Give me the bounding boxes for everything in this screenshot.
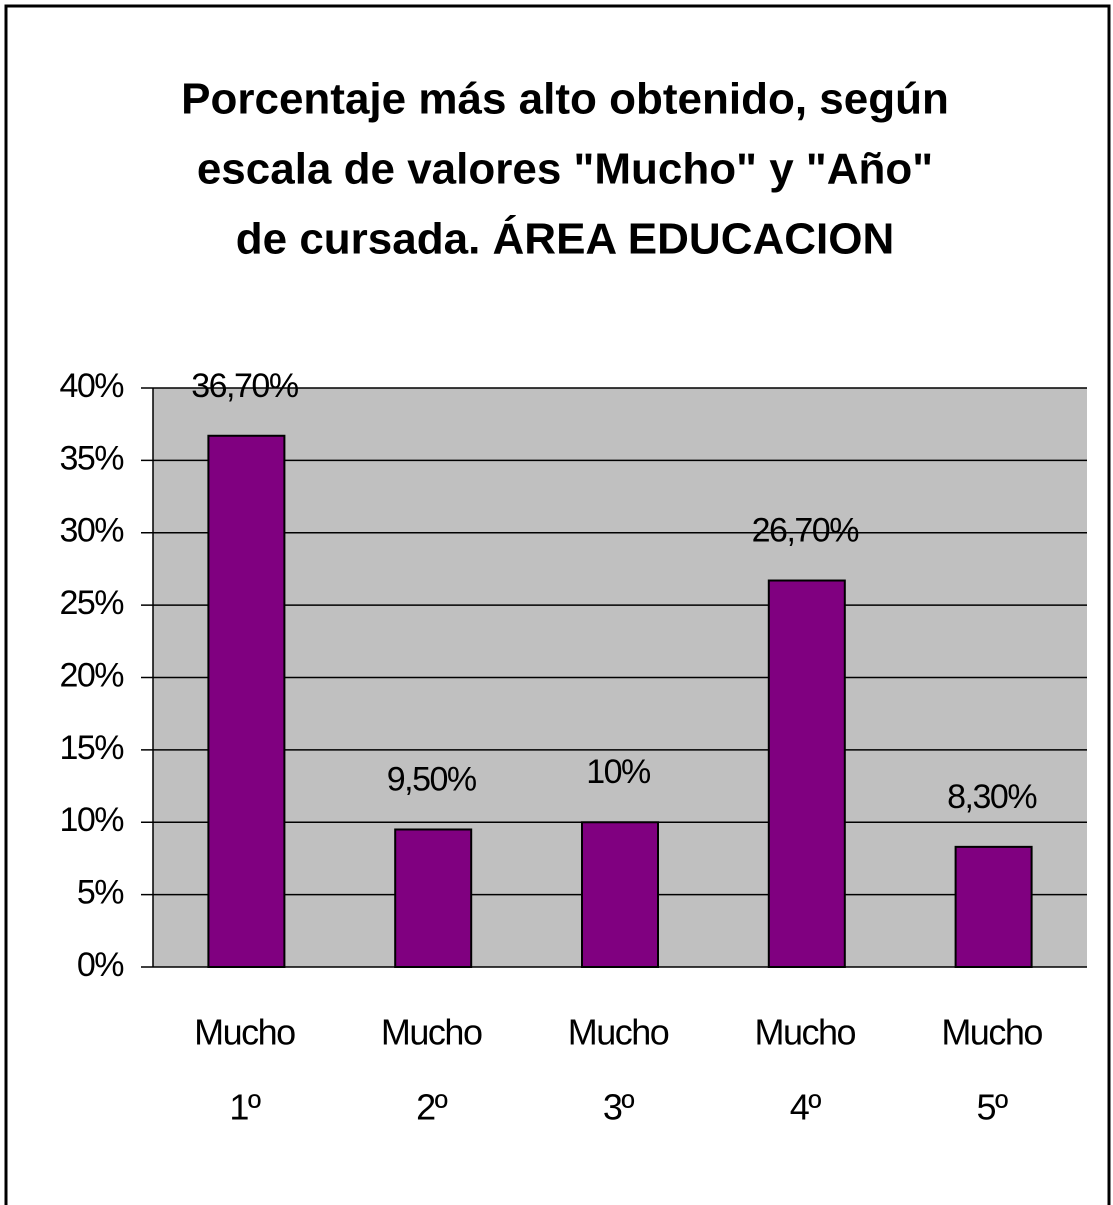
value-label: 8,30% (947, 778, 1037, 816)
y-tick-label: 10% (59, 801, 124, 839)
x-tick-label: 2º (416, 1087, 448, 1128)
x-tick-label: 1º (229, 1087, 261, 1128)
value-label: 9,50% (387, 760, 477, 798)
x-tick-label: Mucho (568, 1012, 669, 1053)
x-tick-label: Mucho (381, 1012, 482, 1053)
y-tick-label: 40% (59, 367, 124, 405)
y-tick-label: 25% (59, 584, 124, 622)
x-tick-label: Mucho (755, 1012, 856, 1053)
x-tick-label: Mucho (194, 1012, 295, 1053)
bar (207, 434, 286, 968)
chart-title: escala de valores "Mucho" y "Año" (197, 145, 933, 194)
value-label: 36,70% (191, 367, 299, 405)
y-tick-label: 20% (59, 656, 124, 694)
value-label: 26,70% (752, 512, 860, 550)
x-tick-label: Mucho (941, 1012, 1042, 1053)
y-tick-label: 5% (77, 874, 124, 912)
x-tick-label: 4º (790, 1087, 822, 1128)
y-tick-label: 30% (59, 512, 124, 550)
chart-title: de cursada. ÁREA EDUCACION (236, 214, 895, 264)
chart-frame (4, 4, 1111, 1205)
bar (581, 821, 659, 968)
bar (954, 845, 1033, 968)
bar (394, 828, 473, 968)
y-tick-label: 0% (77, 946, 124, 984)
x-tick-label: 5º (977, 1087, 1009, 1128)
y-tick-label: 15% (59, 729, 124, 767)
chart-title: Porcentaje más alto obtenido, según (181, 75, 949, 124)
y-tick-label: 35% (59, 439, 124, 477)
bar (767, 579, 846, 969)
value-label: 10% (586, 753, 651, 791)
x-tick-label: 3º (603, 1087, 635, 1128)
